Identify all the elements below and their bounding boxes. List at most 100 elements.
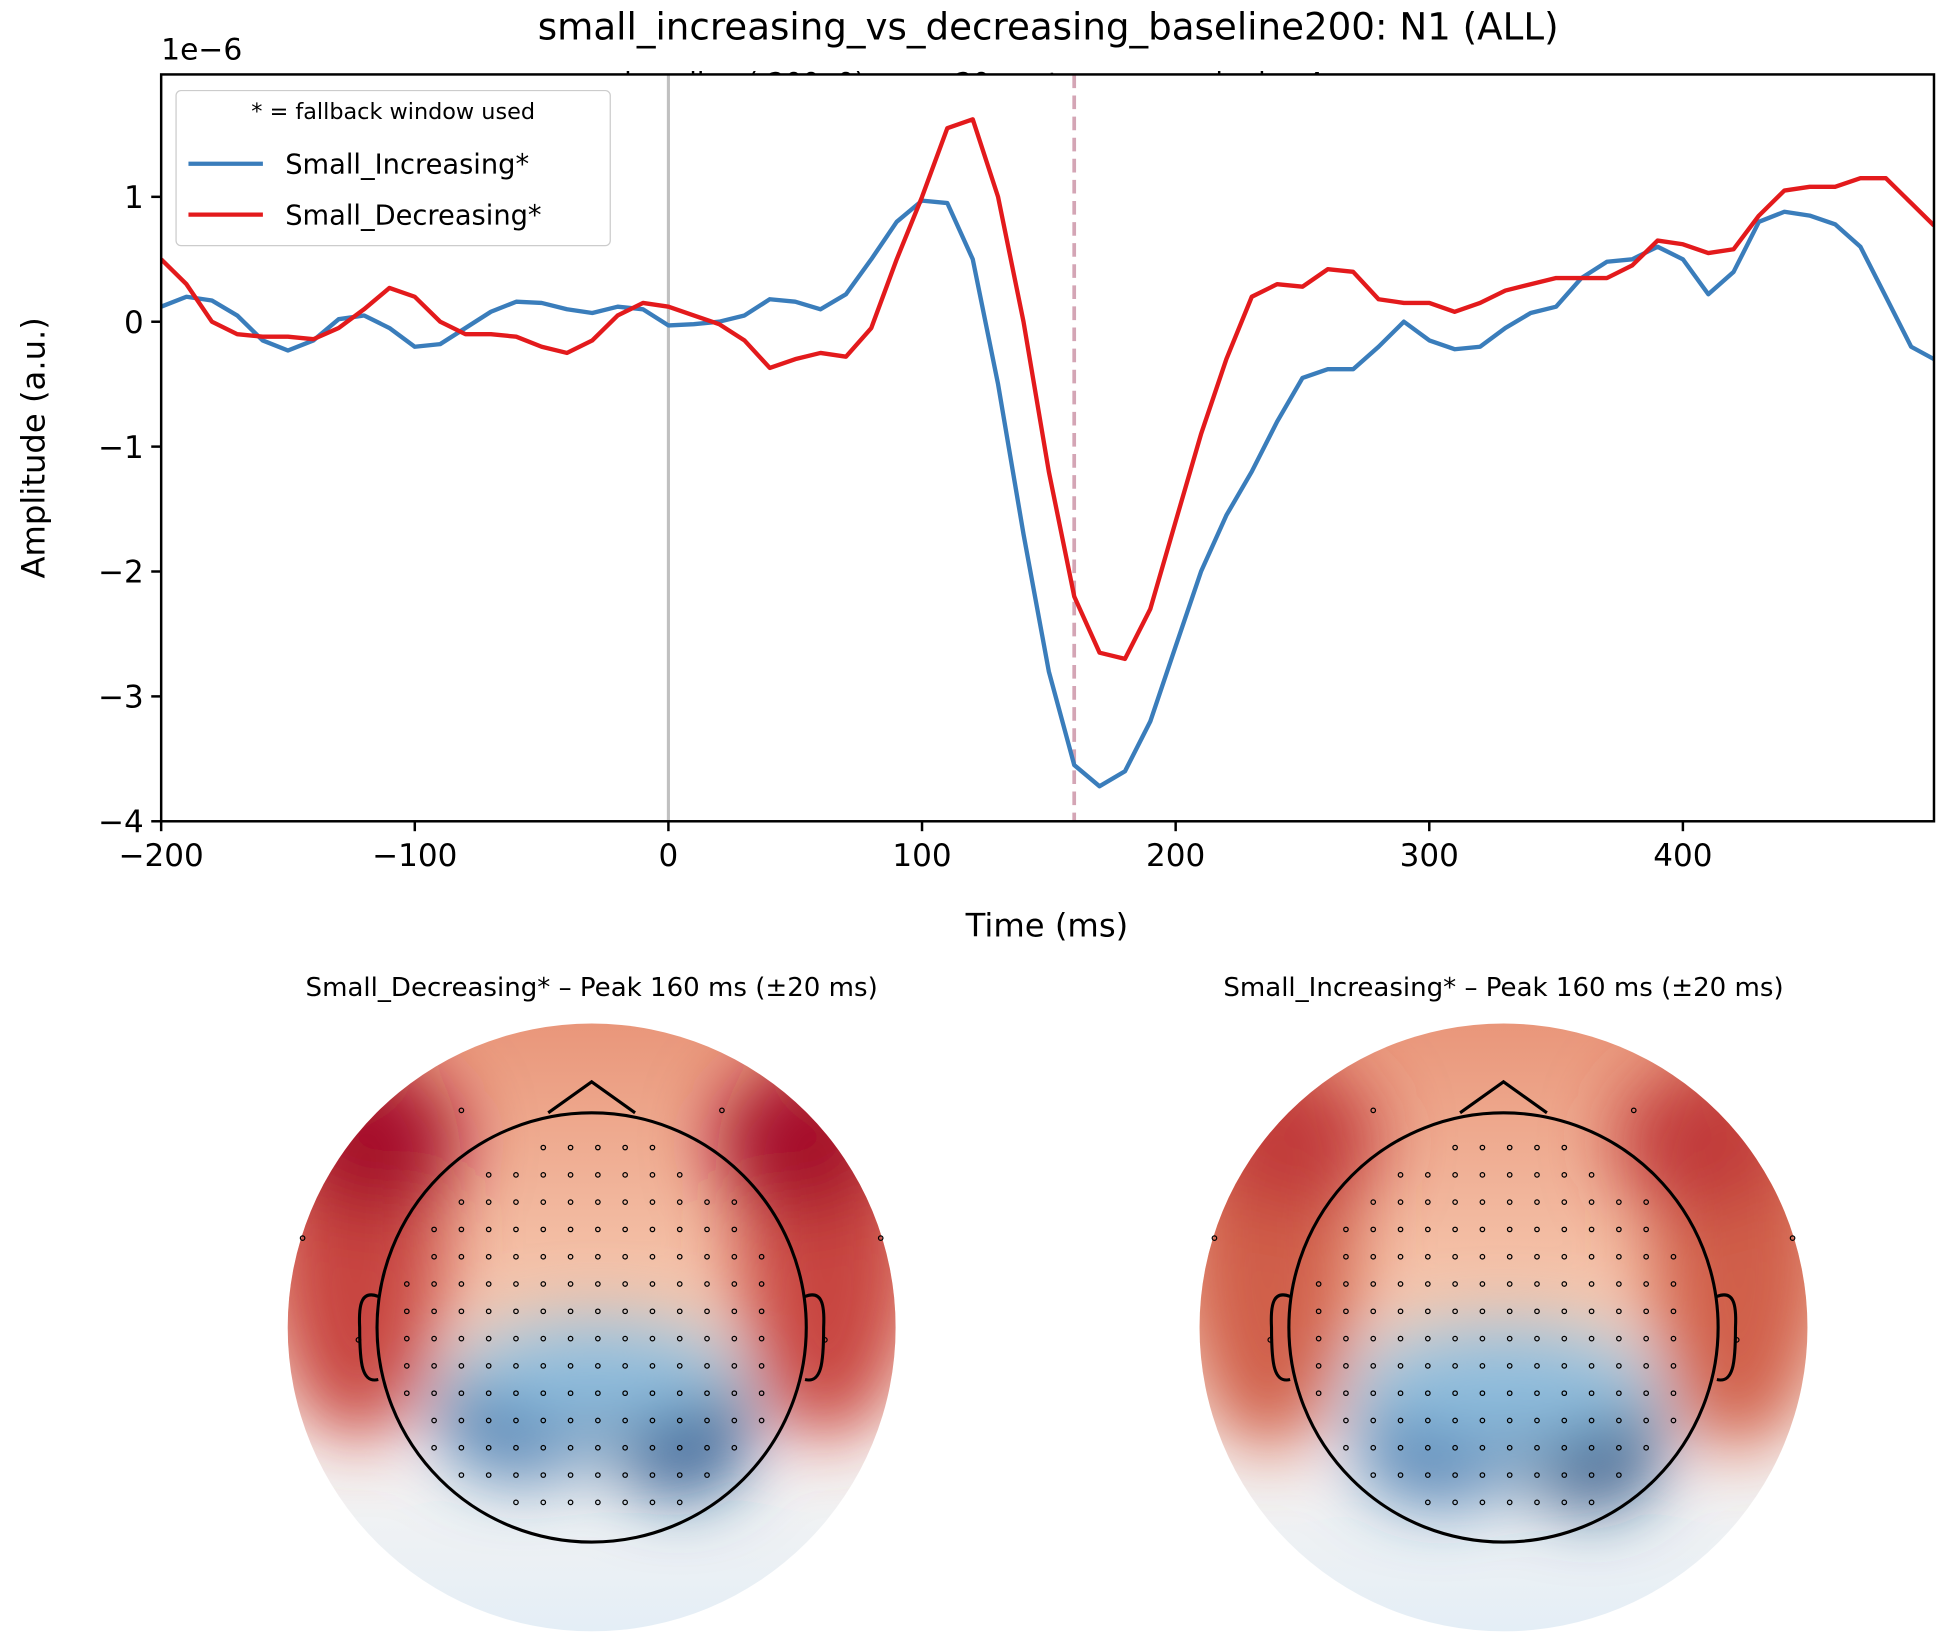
electrode — [704, 1308, 710, 1315]
electrode — [877, 1235, 884, 1241]
y-tick-label: 1 — [124, 180, 144, 216]
electrode — [595, 1308, 601, 1315]
electrode — [676, 1444, 683, 1451]
electrode — [649, 1417, 656, 1424]
electrode — [595, 1281, 601, 1287]
electrode — [1643, 1417, 1650, 1424]
y-tick-label: −3 — [98, 680, 144, 716]
x-tick-label: 200 — [1146, 838, 1205, 874]
electrode — [403, 1281, 410, 1287]
electrode — [731, 1390, 738, 1397]
electrode — [622, 1390, 629, 1397]
electrode — [1424, 1226, 1431, 1233]
electrode — [1452, 1171, 1458, 1178]
electrode — [1452, 1226, 1458, 1233]
electrode — [731, 1226, 738, 1233]
ear — [804, 1293, 826, 1382]
x-tick-label: 100 — [892, 838, 951, 874]
electrode — [676, 1171, 683, 1178]
electrode — [1370, 1444, 1377, 1451]
electrode — [458, 1107, 465, 1114]
electrode — [649, 1444, 656, 1451]
electrode — [622, 1308, 629, 1315]
electrode — [1452, 1363, 1458, 1369]
electrode — [1534, 1144, 1540, 1151]
electrode — [1561, 1499, 1568, 1506]
topomap-blob — [715, 1066, 890, 1216]
electrode — [567, 1499, 574, 1506]
electrode — [1343, 1253, 1349, 1260]
electrode — [458, 1390, 465, 1397]
electrode — [513, 1171, 519, 1178]
electrode — [1397, 1308, 1404, 1315]
electrode — [1561, 1144, 1568, 1151]
electrode — [1452, 1199, 1458, 1205]
electrode — [622, 1253, 629, 1260]
electrode — [485, 1226, 492, 1233]
electrode — [1561, 1308, 1568, 1315]
electrode — [595, 1199, 601, 1205]
electrode — [567, 1363, 574, 1369]
electrode — [485, 1363, 492, 1369]
electrode — [1452, 1253, 1458, 1260]
electrode — [1561, 1226, 1568, 1233]
electrode — [403, 1363, 410, 1369]
electrode — [1561, 1171, 1568, 1178]
electrode — [458, 1253, 465, 1260]
electrode — [1397, 1363, 1404, 1369]
electrode — [567, 1199, 574, 1205]
electrode — [458, 1417, 465, 1424]
electrode — [1588, 1308, 1595, 1315]
electrode — [1643, 1444, 1650, 1451]
electrode — [595, 1171, 601, 1178]
electrode — [704, 1199, 710, 1205]
electrode — [1616, 1390, 1622, 1397]
electrode — [622, 1144, 629, 1151]
electrode — [1506, 1171, 1513, 1178]
electrode — [1343, 1363, 1349, 1369]
electrode — [1643, 1281, 1650, 1287]
electrode — [595, 1417, 601, 1424]
electrode — [676, 1499, 683, 1506]
electrode — [649, 1390, 656, 1397]
electrode — [1561, 1417, 1568, 1424]
topomap-blob — [1205, 1066, 1380, 1216]
electrode — [1534, 1253, 1540, 1260]
chart-title: small_increasing_vs_decreasing_baseline2… — [538, 5, 1559, 49]
electrode — [1534, 1308, 1540, 1315]
electrode — [595, 1390, 601, 1397]
electrode — [513, 1308, 519, 1315]
electrode — [1479, 1199, 1486, 1205]
electrode — [1370, 1107, 1377, 1114]
electrode — [676, 1417, 683, 1424]
electrode — [1534, 1363, 1540, 1369]
electrode — [676, 1226, 683, 1233]
x-tick-label: 0 — [659, 838, 679, 874]
electrode — [567, 1226, 574, 1233]
electrode — [1370, 1335, 1377, 1342]
electrode — [1479, 1335, 1486, 1342]
electrode — [1397, 1171, 1404, 1178]
electrode — [1561, 1281, 1568, 1287]
electrode — [540, 1472, 547, 1478]
electrode — [1670, 1363, 1677, 1369]
electrode — [1424, 1363, 1431, 1369]
electrode — [1534, 1226, 1540, 1233]
electrode — [622, 1199, 629, 1205]
topomap-blob — [287, 1066, 462, 1216]
electrode — [1452, 1417, 1458, 1424]
electrode — [1452, 1308, 1458, 1315]
nose — [1459, 1079, 1548, 1115]
electrode — [1561, 1390, 1568, 1397]
electrode — [1397, 1335, 1404, 1342]
electrode — [649, 1281, 656, 1287]
electrode — [622, 1444, 629, 1451]
electrode — [485, 1335, 492, 1342]
electrode — [431, 1335, 437, 1342]
electrode — [1561, 1253, 1568, 1260]
electrode — [458, 1335, 465, 1342]
electrode — [1315, 1308, 1322, 1315]
electrode — [1479, 1308, 1486, 1315]
x-axis-label: Time (ms) — [965, 907, 1129, 945]
